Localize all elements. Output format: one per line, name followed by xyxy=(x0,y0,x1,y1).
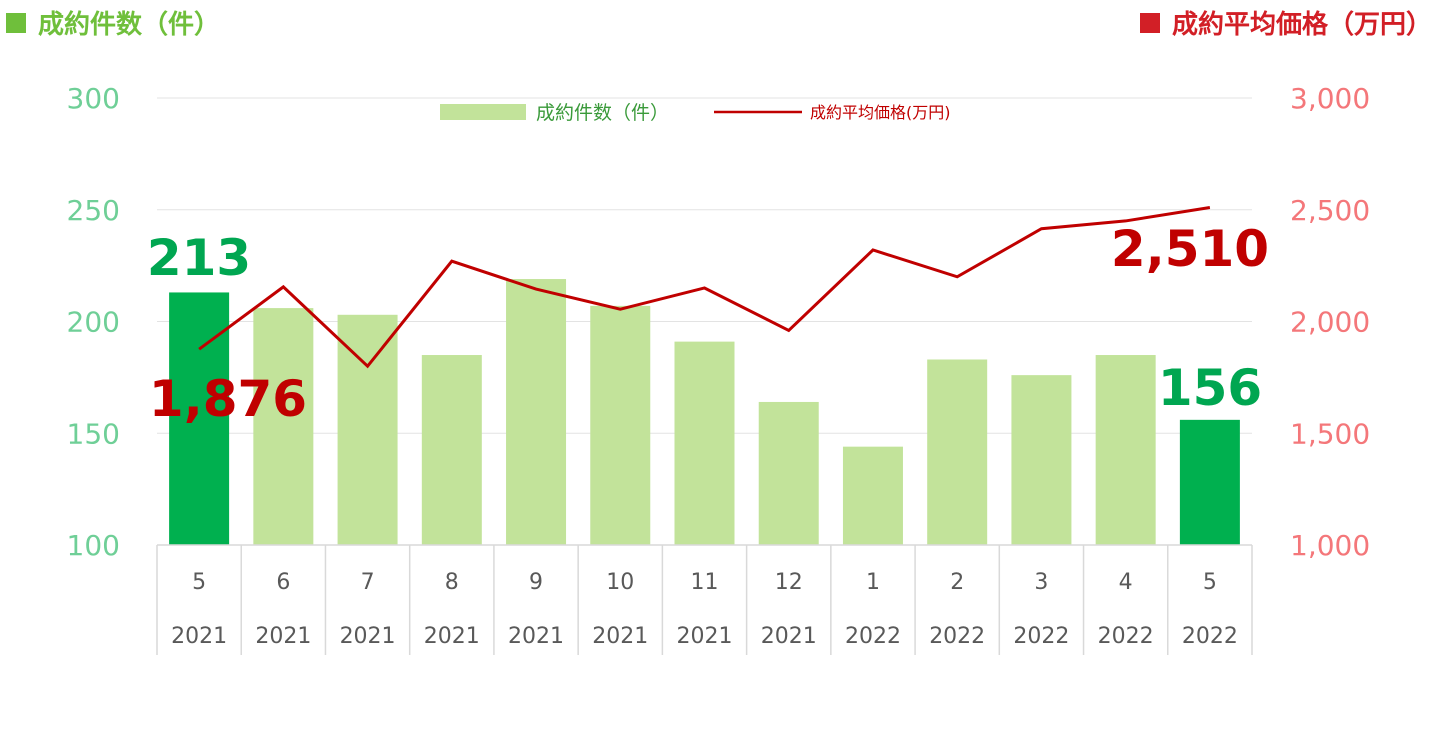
x-tick-month: 2 xyxy=(950,570,964,595)
bar xyxy=(506,279,567,545)
bar xyxy=(421,355,482,545)
x-tick-year: 2021 xyxy=(340,624,396,649)
right-axis-title-text: 成約平均価格（万円） xyxy=(1171,10,1432,40)
x-tick-month: 9 xyxy=(529,570,543,595)
x-tick-month: 1 xyxy=(866,570,880,595)
x-tick-month: 3 xyxy=(1034,570,1048,595)
x-tick-year: 2021 xyxy=(255,624,311,649)
left-axis-title-text: 成約件数（件） xyxy=(38,10,221,40)
price-line xyxy=(198,206,1211,369)
x-tick-month: 7 xyxy=(361,570,375,595)
bar xyxy=(927,359,988,545)
x-tick-year: 2022 xyxy=(845,624,901,649)
right-axis-tick: 3,000 xyxy=(1290,82,1370,115)
x-tick-year: 2022 xyxy=(1098,624,1154,649)
x-tick-month: 6 xyxy=(276,570,290,595)
x-tick-year: 2022 xyxy=(1013,624,1069,649)
bar xyxy=(253,308,314,545)
bar xyxy=(1095,355,1156,545)
data-label-last-price: 2,510 xyxy=(1111,220,1269,278)
x-tick-year: 2021 xyxy=(424,624,480,649)
x-tick-year: 2022 xyxy=(1182,624,1238,649)
x-tick-month: 10 xyxy=(606,570,634,595)
x-tick-year: 2021 xyxy=(677,624,733,649)
bar xyxy=(337,314,398,545)
x-axis: 5202162021720218202192021102021112021122… xyxy=(156,544,1253,655)
data-label-first-price: 1,876 xyxy=(149,370,307,428)
bar xyxy=(842,446,903,545)
bar-series xyxy=(169,279,1240,545)
bar xyxy=(758,401,819,545)
left-axis-tick: 200 xyxy=(67,306,120,339)
left-axis-title: 成約件数（件） xyxy=(6,4,220,41)
bar xyxy=(1179,419,1240,545)
legend-line-label: 成約平均価格(万円) xyxy=(810,103,951,122)
x-tick-year: 2022 xyxy=(929,624,985,649)
x-tick-year: 2021 xyxy=(508,624,564,649)
x-tick-month: 5 xyxy=(1203,570,1217,595)
bar xyxy=(590,305,651,545)
line-series xyxy=(198,206,1211,369)
x-tick-month: 5 xyxy=(192,570,206,595)
bar xyxy=(1011,375,1072,545)
right-axis-title: 成約平均価格（万円） xyxy=(1139,4,1432,41)
x-tick-year: 2021 xyxy=(171,624,227,649)
x-tick-month: 4 xyxy=(1119,570,1133,595)
x-tick-year: 2021 xyxy=(761,624,817,649)
left-axis-tick: 250 xyxy=(67,194,120,227)
data-label-last-count: 156 xyxy=(1158,359,1262,417)
x-tick-month: 11 xyxy=(691,570,719,595)
left-axis-tick: 150 xyxy=(67,417,120,450)
legend-bar-label: 成約件数（件） xyxy=(536,102,669,124)
green-square-icon xyxy=(6,12,26,33)
data-labels: 213 156 1,876 2,510 xyxy=(147,220,1269,428)
right-axis-tick: 2,500 xyxy=(1290,194,1370,227)
data-label-first-count: 213 xyxy=(147,229,251,287)
legend-bar-swatch xyxy=(440,104,526,120)
left-axis-tick: 300 xyxy=(67,82,120,115)
x-tick-year: 2021 xyxy=(592,624,648,649)
right-axis-tick: 1,500 xyxy=(1290,417,1370,450)
red-square-icon xyxy=(1139,12,1160,33)
x-tick-month: 8 xyxy=(445,570,459,595)
x-tick-month: 12 xyxy=(775,570,803,595)
right-axis-tick: 1,000 xyxy=(1290,529,1370,562)
bar xyxy=(674,341,735,545)
right-axis-tick: 2,000 xyxy=(1290,306,1370,339)
left-axis-tick: 100 xyxy=(67,529,120,562)
legend: 成約件数（件） 成約平均価格(万円) xyxy=(440,102,951,124)
right-axis: 1,000 1,500 2,000 2,500 3,000 xyxy=(1290,82,1370,562)
left-axis: 100 150 200 250 300 xyxy=(67,82,120,562)
